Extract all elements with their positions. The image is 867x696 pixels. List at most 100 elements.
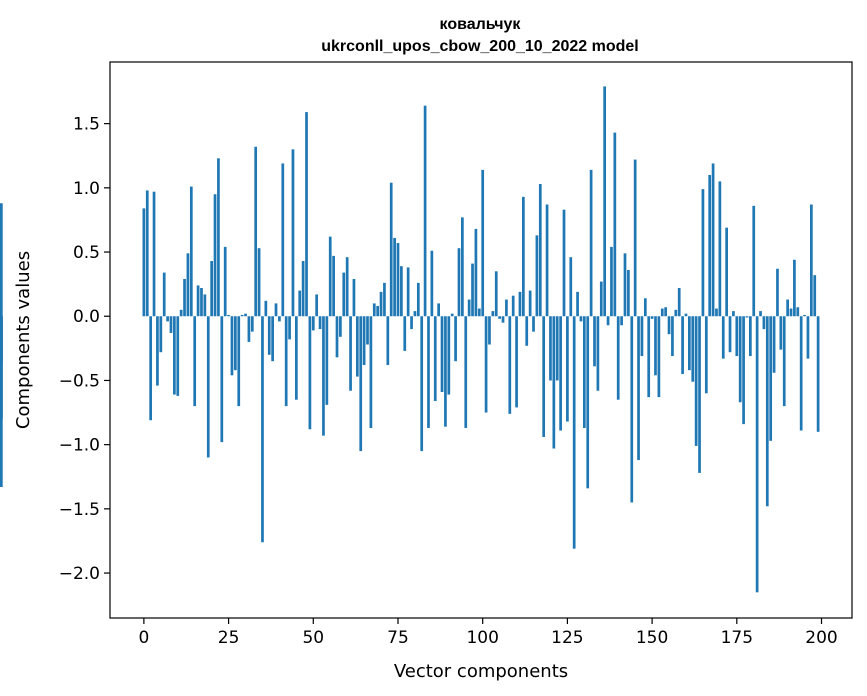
bar-147 — [640, 316, 644, 357]
plot-frame — [109, 61, 853, 619]
bar-104 — [494, 271, 498, 317]
bar-188 — [779, 316, 783, 350]
bar-23 — [220, 316, 224, 443]
bar-184 — [765, 316, 769, 507]
bar-148 — [643, 298, 647, 317]
bar-169 — [715, 308, 718, 317]
bar-80 — [413, 311, 417, 317]
bar-97 — [471, 263, 474, 317]
x-tick-label-200: 200 — [805, 628, 837, 648]
bar-133 — [593, 316, 596, 367]
bar-157 — [674, 309, 678, 317]
bar-181 — [755, 316, 759, 593]
bar-25 — [227, 314, 230, 317]
bar-103 — [491, 311, 495, 317]
bar-91 — [450, 313, 454, 317]
bar-71 — [383, 282, 386, 317]
bar-144 — [630, 316, 634, 503]
bar-50 — [311, 316, 315, 331]
bar-90 — [447, 316, 451, 395]
bar-85 — [430, 250, 434, 317]
bar-4 — [156, 316, 159, 386]
bar-87 — [437, 303, 441, 317]
bar-163 — [694, 316, 698, 446]
y-tick-label-3: −0.5 — [59, 371, 100, 391]
bar-21 — [213, 194, 217, 317]
bar-41 — [281, 163, 285, 317]
bar-195 — [803, 314, 806, 317]
bar-31 — [247, 316, 251, 342]
bar-32 — [250, 316, 254, 332]
bar-187 — [776, 268, 779, 317]
bar-185 — [769, 316, 773, 441]
bar-60 — [345, 257, 349, 317]
bar-134 — [596, 316, 600, 391]
bar-36 — [264, 300, 268, 317]
bar-83 — [423, 105, 427, 317]
bar-3 — [152, 191, 156, 317]
bar-35 — [261, 316, 264, 543]
y-tick-label-0: −2.0 — [59, 564, 100, 584]
bar-131 — [586, 316, 590, 489]
x-tick-label-75: 75 — [387, 628, 409, 648]
y-tick-label-7: 1.5 — [73, 115, 100, 135]
bar-161 — [688, 316, 691, 371]
bar-111 — [518, 291, 522, 317]
x-axis-ticks: 0 25 50 75 100 125 150 175 200 — [138, 618, 838, 648]
bar-76 — [400, 266, 403, 317]
bar-79 — [410, 316, 413, 330]
bar-124 — [562, 209, 566, 317]
bar-117 — [538, 183, 542, 317]
x-axis-label: Vector components — [394, 661, 568, 682]
bar-112 — [521, 196, 525, 317]
bar-1 — [145, 190, 149, 317]
chart-title: ковальчук — [440, 16, 522, 33]
bar-130 — [582, 316, 586, 428]
bar-127 — [572, 316, 576, 549]
bar-140 — [616, 316, 620, 400]
bar-175 — [735, 316, 739, 357]
bar-18 — [203, 294, 207, 317]
bar-undefined — [0, 203, 3, 317]
bar-199 — [816, 316, 820, 432]
x-tick-label-50: 50 — [302, 628, 324, 648]
bar-189 — [782, 316, 786, 407]
bar-19 — [206, 316, 210, 458]
bar-8 — [169, 316, 173, 333]
bar-undefined — [0, 316, 3, 418]
bar-37 — [267, 316, 271, 355]
bar-98 — [474, 228, 478, 317]
bar-132 — [589, 169, 593, 317]
chart-subtitle: ukrconll_upos_cbow_200_10_2022 model — [321, 38, 638, 55]
bar-46 — [298, 290, 302, 317]
bar-121 — [552, 316, 556, 449]
bar-93 — [457, 248, 461, 317]
bar-150 — [650, 316, 654, 319]
y-tick-label-6: 1.0 — [73, 179, 100, 199]
bar-24 — [223, 246, 227, 317]
bar-63 — [355, 316, 359, 377]
bar-70 — [379, 291, 383, 317]
bar-166 — [704, 316, 708, 394]
bar-178 — [745, 316, 749, 318]
bar-197 — [809, 204, 813, 317]
bar-34 — [257, 248, 261, 317]
bar-30 — [244, 313, 247, 317]
bar-68 — [372, 303, 376, 317]
bar-125 — [566, 316, 569, 422]
bar-84 — [427, 316, 430, 428]
bar-65 — [362, 316, 366, 366]
bar-198 — [813, 275, 817, 317]
y-tick-label-2: −1.0 — [59, 436, 100, 456]
x-tick-label-125: 125 — [551, 628, 583, 648]
bar-57 — [335, 316, 339, 358]
bar-12 — [183, 279, 186, 317]
bar-86 — [433, 316, 437, 401]
bar-105 — [498, 316, 501, 319]
bar-167 — [708, 174, 712, 317]
bar-102 — [488, 316, 491, 345]
bar-58 — [339, 316, 342, 337]
bar-49 — [308, 316, 312, 430]
bar-126 — [569, 257, 573, 317]
bar-54 — [325, 316, 329, 405]
